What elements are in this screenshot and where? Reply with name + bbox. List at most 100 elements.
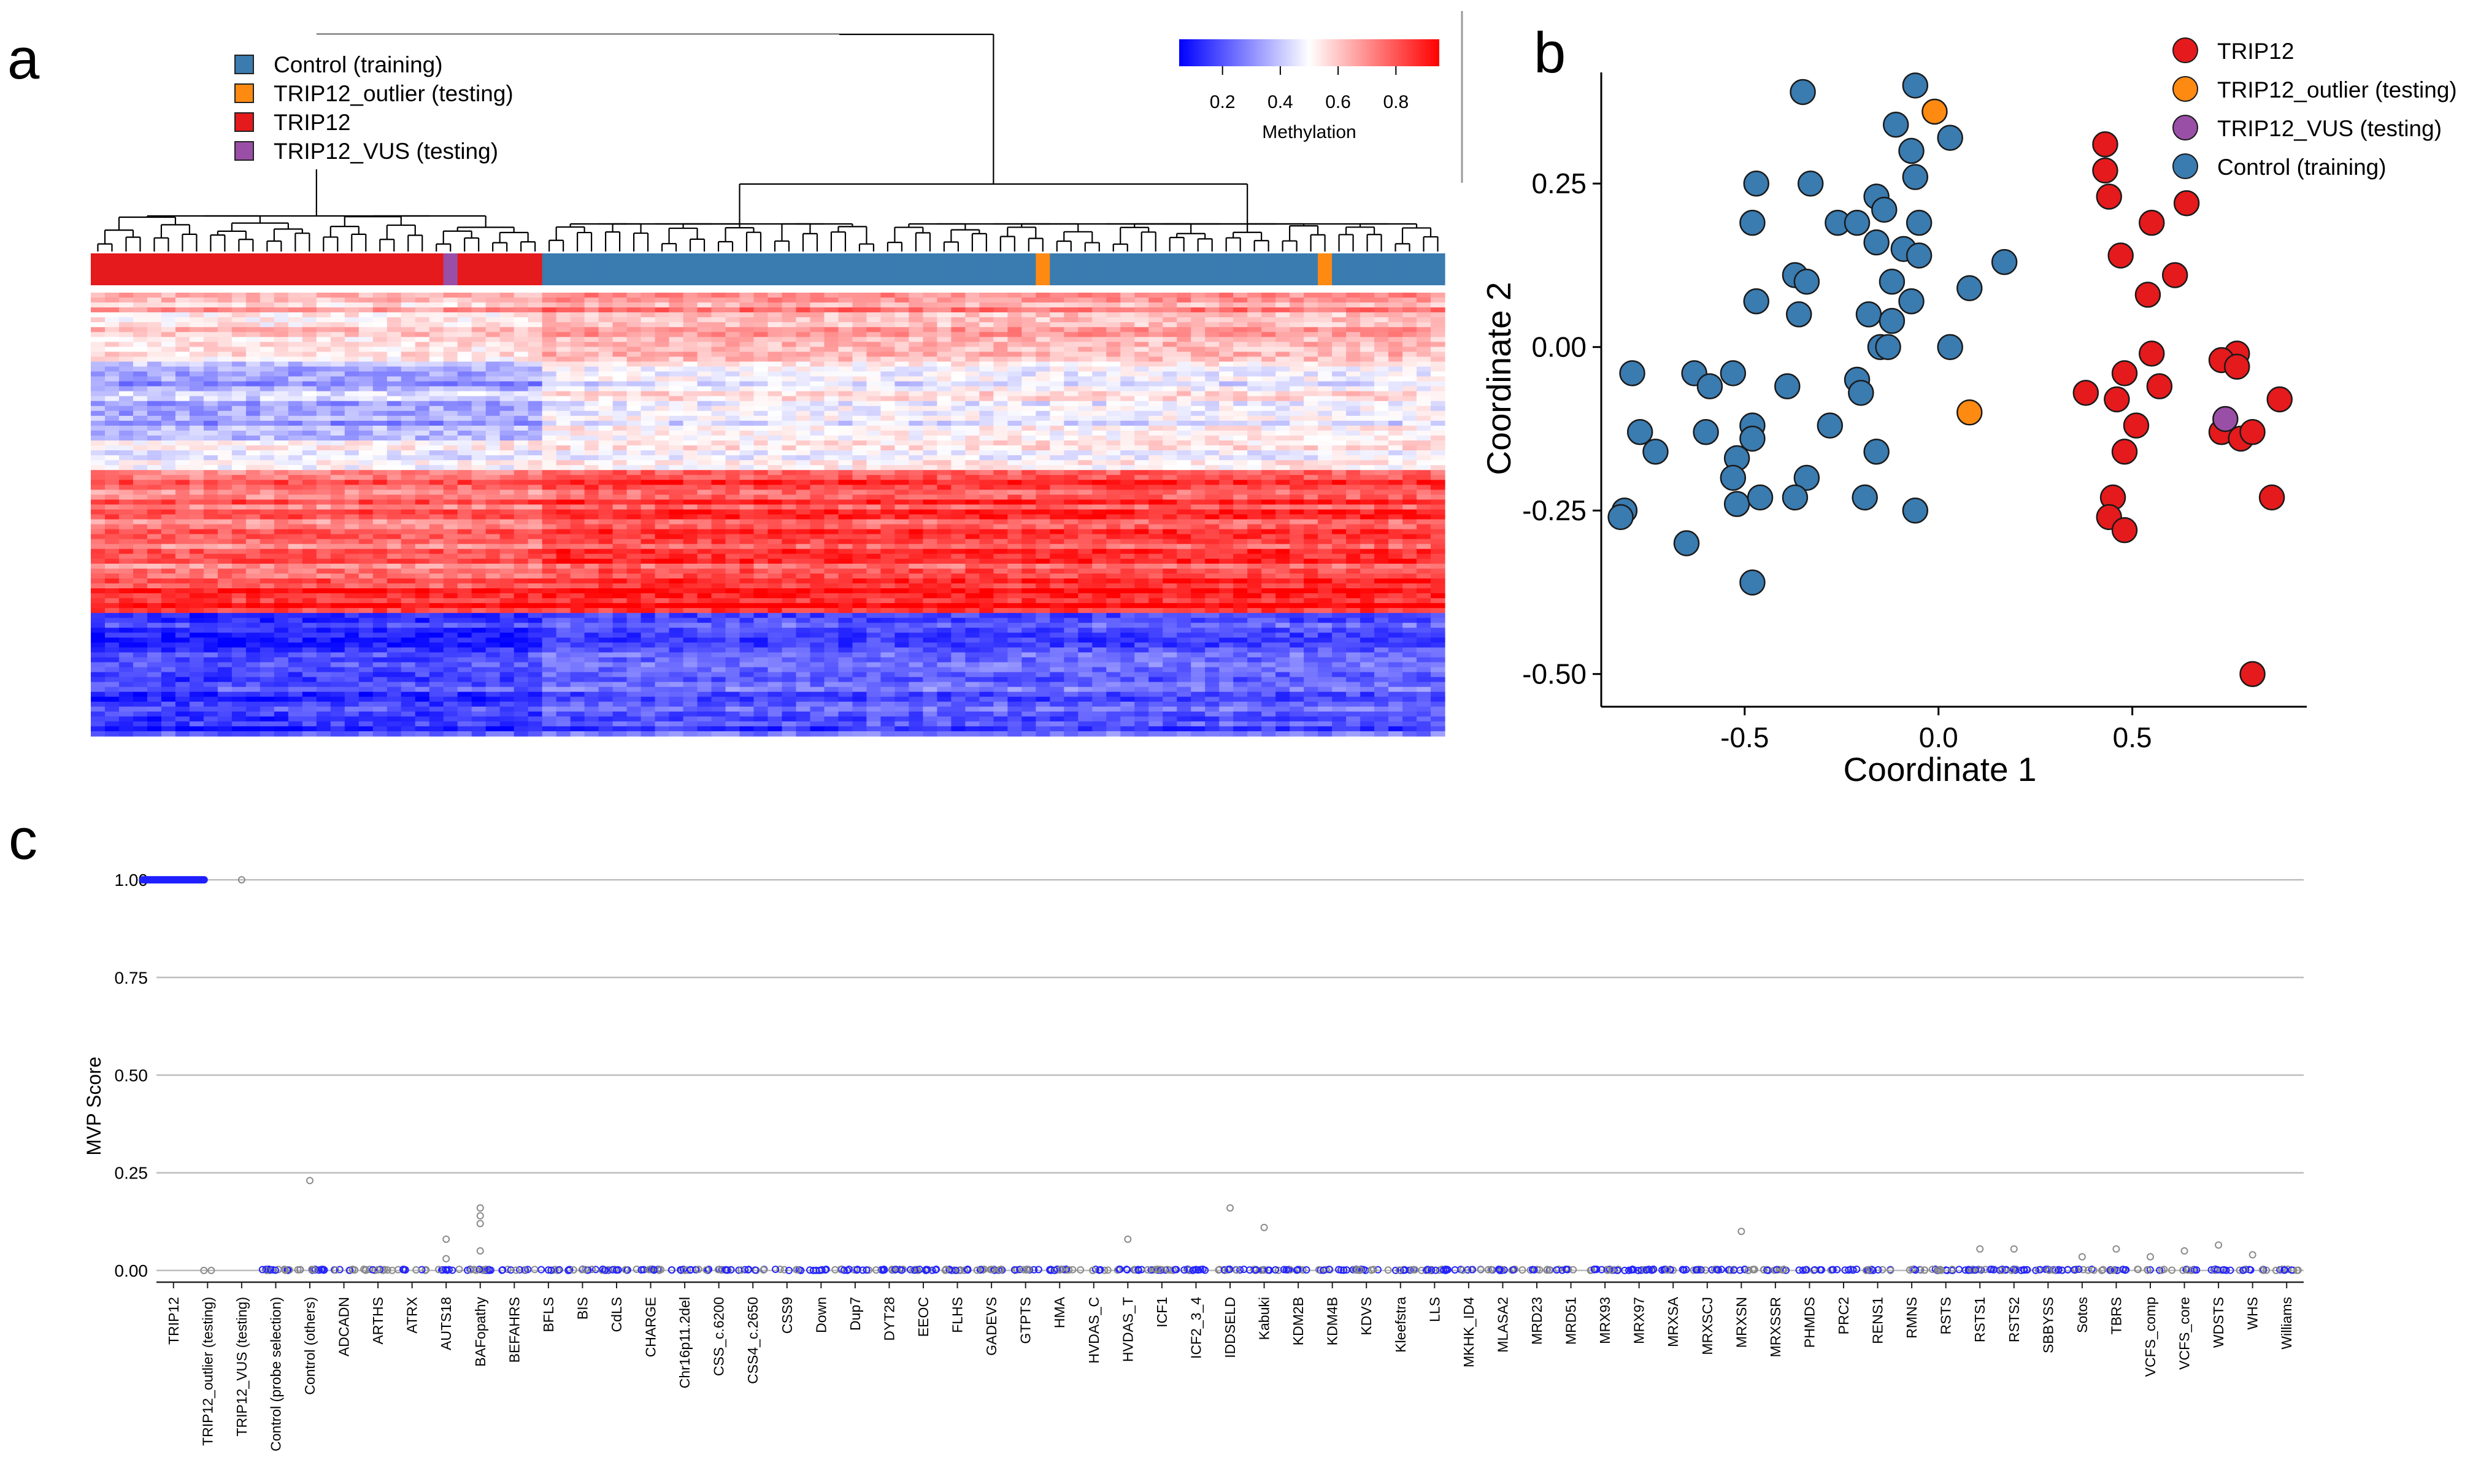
heatmap-cell (1417, 376, 1431, 382)
heatmap-cell (923, 425, 937, 431)
heatmap-cell (1106, 485, 1121, 490)
heatmap-cell (739, 293, 755, 298)
heatmap-cell (528, 293, 543, 298)
heatmap-cell (288, 366, 303, 372)
heatmap-cell (1191, 494, 1206, 500)
heatmap-cell (1346, 312, 1361, 318)
heatmap-cell (542, 519, 557, 525)
heatmap-cell (1205, 445, 1220, 451)
heatmap-cell (203, 475, 218, 480)
heatmap-cell (133, 312, 148, 318)
heatmap-cell (161, 332, 176, 337)
heatmap-cell (1205, 352, 1220, 358)
heatmap-cell (1402, 396, 1417, 402)
heatmap-cell (104, 425, 120, 431)
heatmap-cell (1275, 465, 1290, 471)
heatmap-cell (1388, 445, 1403, 451)
heatmap-cell (598, 470, 614, 475)
heatmap-cell (1261, 381, 1276, 387)
heatmap-cell (485, 509, 501, 515)
heatmap-cell (288, 406, 303, 412)
heatmap-cell (1021, 430, 1036, 436)
heatmap-cell (1388, 435, 1403, 441)
heatmap-cell (796, 401, 811, 407)
heatmap-cell (894, 420, 909, 426)
heatmap-cell (626, 312, 642, 318)
heatmap-cell (1332, 312, 1347, 318)
heatmap-cell (1388, 509, 1403, 515)
heatmap-cell (993, 524, 1008, 530)
heatmap-cell (485, 440, 501, 446)
heatmap-cell (1388, 494, 1403, 500)
heatmap-cell (1417, 445, 1431, 451)
heatmap-cell (288, 293, 303, 298)
heatmap-cell (147, 352, 162, 358)
heatmap-cell (387, 352, 402, 358)
heatmap-cell (923, 396, 937, 402)
heatmap-cell (1388, 450, 1403, 456)
heatmap-cell (612, 514, 628, 520)
heatmap-cell (118, 430, 134, 436)
heatmap-cell (189, 435, 204, 441)
heatmap-cell (1304, 327, 1318, 333)
annotation-cell (1346, 253, 1361, 285)
heatmap-cell (655, 450, 670, 456)
heatmap-cell (457, 401, 472, 407)
heatmap-cell (584, 317, 599, 323)
heatmap-cell (753, 440, 769, 446)
heatmap-cell (767, 371, 783, 377)
heatmap-cell (104, 307, 120, 313)
heatmap-cell (626, 386, 642, 392)
heatmap-cell (1388, 480, 1403, 485)
heatmap-cell (1417, 455, 1431, 461)
heatmap-cell (979, 494, 994, 500)
heatmap-cell (965, 337, 980, 342)
heatmap-cell (1233, 465, 1248, 471)
heatmap-cell (556, 509, 571, 515)
heatmap-cell (231, 514, 247, 520)
heatmap-cell (1177, 401, 1191, 407)
heatmap-cell (288, 337, 303, 342)
heatmap-cell (1106, 371, 1121, 377)
heatmap-cell (499, 420, 515, 426)
heatmap-cell (923, 317, 937, 323)
heatmap-cell (683, 499, 698, 506)
heatmap-cell (880, 460, 896, 466)
heatmap-cell (189, 327, 204, 333)
heatmap-cell (711, 475, 726, 480)
heatmap-cell (1092, 293, 1107, 298)
heatmap-cell (1290, 504, 1304, 510)
heatmap-cell (1191, 465, 1206, 471)
heatmap-cell (175, 332, 190, 337)
heatmap-cell (993, 371, 1008, 377)
heatmap-cell (1261, 415, 1276, 421)
heatmap-cell (104, 361, 120, 367)
heatmap-cell (810, 342, 825, 347)
heatmap-cell (598, 445, 614, 451)
heatmap-cell (824, 470, 839, 475)
heatmap-cell (796, 445, 811, 451)
heatmap-cell (1360, 298, 1375, 303)
heatmap-cell (104, 366, 120, 372)
heatmap-cell (485, 420, 501, 426)
heatmap-cell (203, 293, 218, 298)
heatmap-cell (979, 352, 994, 358)
heatmap-cell (979, 376, 994, 382)
heatmap-cell (626, 391, 642, 397)
heatmap-cell (1360, 410, 1375, 417)
heatmap-cell (1318, 298, 1333, 303)
heatmap-cell (443, 352, 458, 358)
heatmap-cell (965, 425, 980, 431)
heatmap-cell (937, 401, 952, 407)
annotation-cell (640, 253, 656, 285)
heatmap-cell (260, 490, 275, 495)
heatmap-cell (358, 332, 374, 337)
heatmap-cell (217, 381, 233, 387)
heatmap-cell (542, 514, 557, 520)
heatmap-cell (344, 490, 360, 495)
heatmap-cell (387, 307, 402, 313)
heatmap-cell (697, 465, 712, 471)
heatmap-cell (372, 504, 388, 510)
heatmap-cell (1120, 376, 1135, 382)
heatmap-cell (810, 347, 825, 352)
